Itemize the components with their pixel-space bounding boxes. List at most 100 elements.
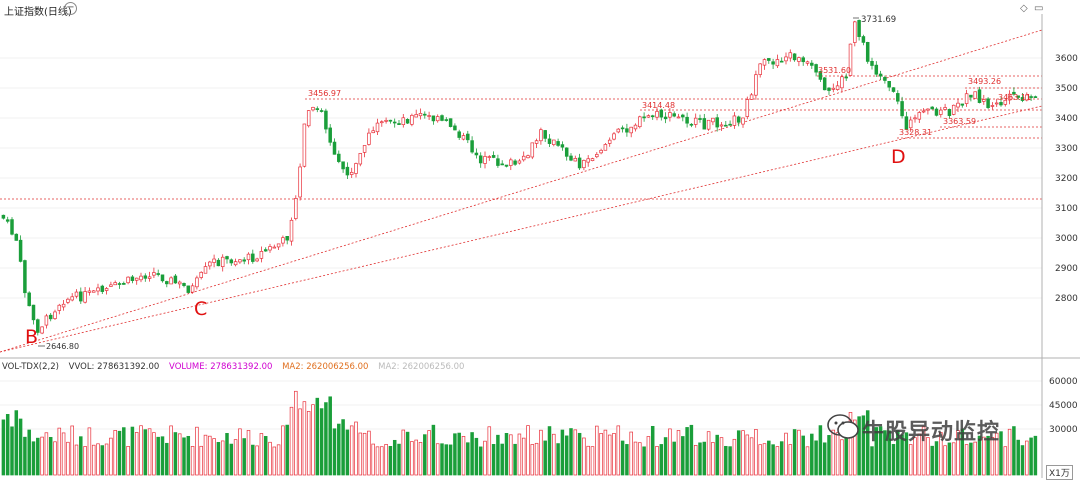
- candle-body: [281, 237, 285, 244]
- candle-body: [810, 62, 814, 66]
- volume-bar: [375, 446, 380, 476]
- volume-bar: [109, 437, 113, 476]
- candle-body: [788, 52, 793, 59]
- trendline-lower: [0, 105, 1043, 353]
- candle-body: [57, 304, 62, 311]
- candle-body: [646, 115, 651, 118]
- volume-bar: [857, 416, 861, 476]
- candle-body: [564, 147, 569, 157]
- volume-bar: [500, 443, 504, 476]
- volume-bar: [358, 432, 363, 476]
- volume-bar: [388, 446, 393, 476]
- volume-bar: [427, 430, 431, 476]
- candle-body: [328, 127, 332, 143]
- candle-body: [861, 36, 866, 43]
- candle-body: [337, 153, 341, 162]
- candle-body: [165, 281, 169, 285]
- candle-body: [36, 319, 40, 333]
- volume-bar: [311, 404, 315, 476]
- diamond-icon[interactable]: ◇: [1020, 3, 1028, 14]
- volume-bar: [10, 426, 14, 476]
- candle-body: [126, 276, 130, 284]
- candle-body: [702, 118, 707, 130]
- volume-bar: [698, 442, 702, 476]
- volume-bar: [681, 436, 685, 476]
- volume-bar: [324, 402, 328, 476]
- volume-bar: [509, 434, 513, 476]
- volume-bar: [491, 444, 496, 476]
- volume-bar: [203, 434, 208, 476]
- volume-bar: [539, 429, 543, 476]
- volume-bar: [143, 429, 148, 476]
- candle-body: [947, 109, 952, 116]
- volume-bar: [805, 446, 810, 476]
- candle-body: [874, 64, 879, 75]
- candle-body: [526, 155, 530, 159]
- volume-bar: [70, 425, 74, 476]
- candle-body: [457, 131, 461, 138]
- volume-bar: [461, 436, 466, 476]
- volume-bar: [173, 432, 178, 476]
- candle-body: [182, 283, 186, 286]
- candle-body: [242, 259, 246, 262]
- volume-bar: [745, 434, 750, 476]
- tick-3400: 3400: [1055, 114, 1078, 124]
- candle-body: [741, 117, 745, 125]
- candle-body: [1012, 91, 1016, 95]
- candle-body: [595, 154, 599, 158]
- candle-body: [762, 59, 767, 66]
- volume-bar: [405, 431, 410, 476]
- candle-body: [61, 303, 66, 308]
- candle-body: [1033, 96, 1038, 98]
- volume-bar: [229, 443, 234, 476]
- volume-bar: [190, 446, 195, 476]
- candle-body: [926, 108, 930, 111]
- candle-body: [272, 246, 277, 249]
- volume-bar: [612, 433, 616, 476]
- candle-body: [994, 102, 999, 105]
- candle-body: [865, 42, 870, 62]
- tick-3100: 3100: [1055, 204, 1078, 214]
- candle-body: [767, 58, 771, 61]
- candle-body: [397, 123, 401, 125]
- volume-bar: [719, 437, 724, 476]
- volume-bar: [177, 433, 182, 476]
- tick-2800: 2800: [1055, 294, 1078, 304]
- volume-bar: [397, 443, 401, 476]
- candle-body: [23, 260, 27, 294]
- candle-body: [732, 115, 737, 126]
- volume-bar: [904, 432, 909, 476]
- volume-bar: [977, 435, 982, 476]
- volume-bar: [870, 446, 874, 476]
- candle-body: [513, 160, 517, 165]
- volume-bar: [23, 436, 27, 476]
- candle-body: [616, 128, 621, 133]
- candle-body: [620, 127, 625, 130]
- candle-body: [500, 163, 504, 166]
- candle-body: [483, 156, 487, 164]
- candle-body: [109, 284, 113, 287]
- volume-bar: [457, 432, 461, 476]
- candle-body: [358, 153, 363, 165]
- collapse-icon[interactable]: −: [64, 2, 77, 15]
- volume-bar: [470, 432, 474, 476]
- candle-body: [801, 57, 805, 63]
- candle-body: [934, 108, 939, 116]
- candle-body: [474, 152, 479, 156]
- candle-body: [775, 59, 780, 67]
- volume-bar: [371, 443, 375, 476]
- candle-body: [66, 298, 70, 303]
- candle-body: [904, 116, 909, 130]
- volume-bar: [990, 437, 995, 476]
- volume-bar: [401, 429, 406, 476]
- volume-bar: [362, 432, 367, 476]
- candle-body: [797, 57, 801, 62]
- candle-body: [784, 56, 788, 62]
- candle-body: [91, 290, 96, 293]
- volume-bar: [702, 441, 707, 476]
- candle-body: [951, 104, 956, 115]
- window-icon[interactable]: ▭: [1034, 3, 1044, 14]
- candle-body: [435, 116, 440, 122]
- candle-body: [642, 116, 646, 119]
